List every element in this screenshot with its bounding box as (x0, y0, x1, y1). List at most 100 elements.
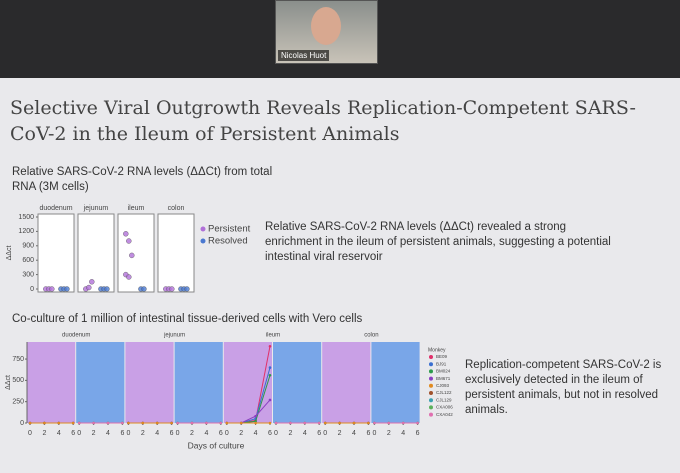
y-tick-label: 500 (12, 377, 24, 384)
x-tick-label: 6 (170, 430, 174, 437)
x-tick-label: 0 (323, 430, 327, 437)
legend-label: Resolved (208, 236, 248, 247)
x-tick-label: 0 (28, 430, 32, 437)
y-tick-label: 600 (22, 257, 34, 264)
x-tick-label: 2 (338, 430, 342, 437)
x-tick-label: 4 (254, 430, 258, 437)
y-tick-label: 300 (22, 271, 34, 278)
subpanel (371, 342, 420, 423)
point (184, 286, 190, 292)
subpanel (322, 342, 371, 423)
legend-label: Persistent (208, 224, 251, 235)
legend-title: Monkey (428, 347, 446, 353)
y-tick-label: 1200 (18, 228, 34, 235)
legend-swatch (200, 226, 206, 232)
slide-title: Selective Viral Outgrowth Reveals Replic… (10, 97, 636, 145)
x-tick-label: 6 (120, 430, 124, 437)
point (43, 421, 46, 425)
x-tick-label: 2 (239, 430, 243, 437)
point (387, 421, 391, 425)
legend-swatch (429, 376, 433, 381)
subpanel (76, 342, 125, 423)
note: Replication-competent SARS-CoV-2 is excl… (465, 359, 662, 416)
y-tick-label: 0 (30, 286, 34, 293)
point (141, 286, 147, 292)
panel (37, 213, 75, 293)
subpanel (223, 342, 272, 423)
point (303, 421, 307, 425)
panel-label: jejunum (83, 205, 109, 212)
x-tick-label: 2 (387, 430, 391, 437)
point (190, 421, 194, 425)
point (367, 421, 370, 425)
participant-name: Nicolas Huot (278, 50, 330, 61)
point (268, 421, 272, 425)
legend-label: CJL129 (436, 397, 452, 402)
point (155, 421, 159, 425)
participant-video[interactable]: Nicolas Huot (275, 0, 378, 64)
legend-label: BM671 (436, 376, 451, 381)
point (121, 421, 124, 425)
legend-swatch (429, 362, 433, 367)
point (338, 421, 341, 425)
point (170, 421, 173, 425)
point (254, 421, 257, 425)
panel (77, 213, 115, 293)
x-tick-label: 4 (401, 430, 405, 437)
x-tick-label: 4 (155, 430, 159, 437)
x-tick-label: 4 (352, 430, 356, 437)
point (77, 421, 81, 425)
y-tick-label: 900 (22, 243, 34, 250)
x-tick-label: 0 (77, 430, 81, 437)
point (126, 274, 132, 280)
point (254, 414, 257, 418)
panel (157, 213, 195, 293)
point (86, 284, 92, 291)
panel-label: duodenum (39, 205, 72, 212)
legend-label: CXA006 (436, 405, 453, 410)
point (323, 421, 327, 425)
point (92, 421, 95, 425)
x-tick-label: 0 (372, 430, 376, 437)
point (268, 344, 272, 348)
subpanel (125, 342, 174, 423)
point (127, 421, 130, 425)
x-tick-label: 0 (126, 430, 130, 437)
x-tick-label: 6 (317, 430, 321, 437)
y-tick-label: 750 (12, 356, 24, 363)
point (416, 421, 419, 425)
panel-label: jejunum (163, 333, 185, 339)
subpanel (273, 342, 322, 423)
legend-label: BE09 (436, 354, 448, 359)
chart-title: Relative SARS-CoV-2 RNA levels (ΔΔCt) fr… (12, 166, 273, 193)
point (268, 373, 272, 377)
panel-label: ileum (266, 333, 280, 339)
point (126, 238, 132, 244)
point (49, 286, 55, 292)
point (219, 421, 223, 425)
x-tick-label: 6 (416, 430, 420, 437)
y-axis-label: ΔΔct (6, 246, 13, 261)
x-tick-label: 2 (141, 430, 145, 437)
x-tick-label: 6 (268, 430, 272, 437)
subpanel (27, 342, 76, 423)
legend-swatch (429, 383, 433, 388)
chart-title: Co-culture of 1 million of intestinal ti… (12, 313, 363, 325)
x-tick-label: 6 (71, 430, 75, 437)
legend-label: CXA042 (436, 412, 453, 417)
point (129, 252, 135, 259)
point (104, 286, 110, 292)
legend-swatch (429, 412, 433, 417)
point (225, 421, 229, 425)
point (317, 421, 321, 425)
point (169, 286, 175, 292)
panel-label: colon (168, 205, 185, 212)
x-tick-label: 4 (57, 430, 61, 437)
point (268, 398, 272, 402)
x-tick-label: 0 (225, 430, 229, 437)
legend-swatch (429, 355, 433, 359)
point (106, 421, 110, 425)
point (57, 421, 61, 425)
point (352, 421, 356, 425)
x-tick-label: 4 (204, 430, 208, 437)
